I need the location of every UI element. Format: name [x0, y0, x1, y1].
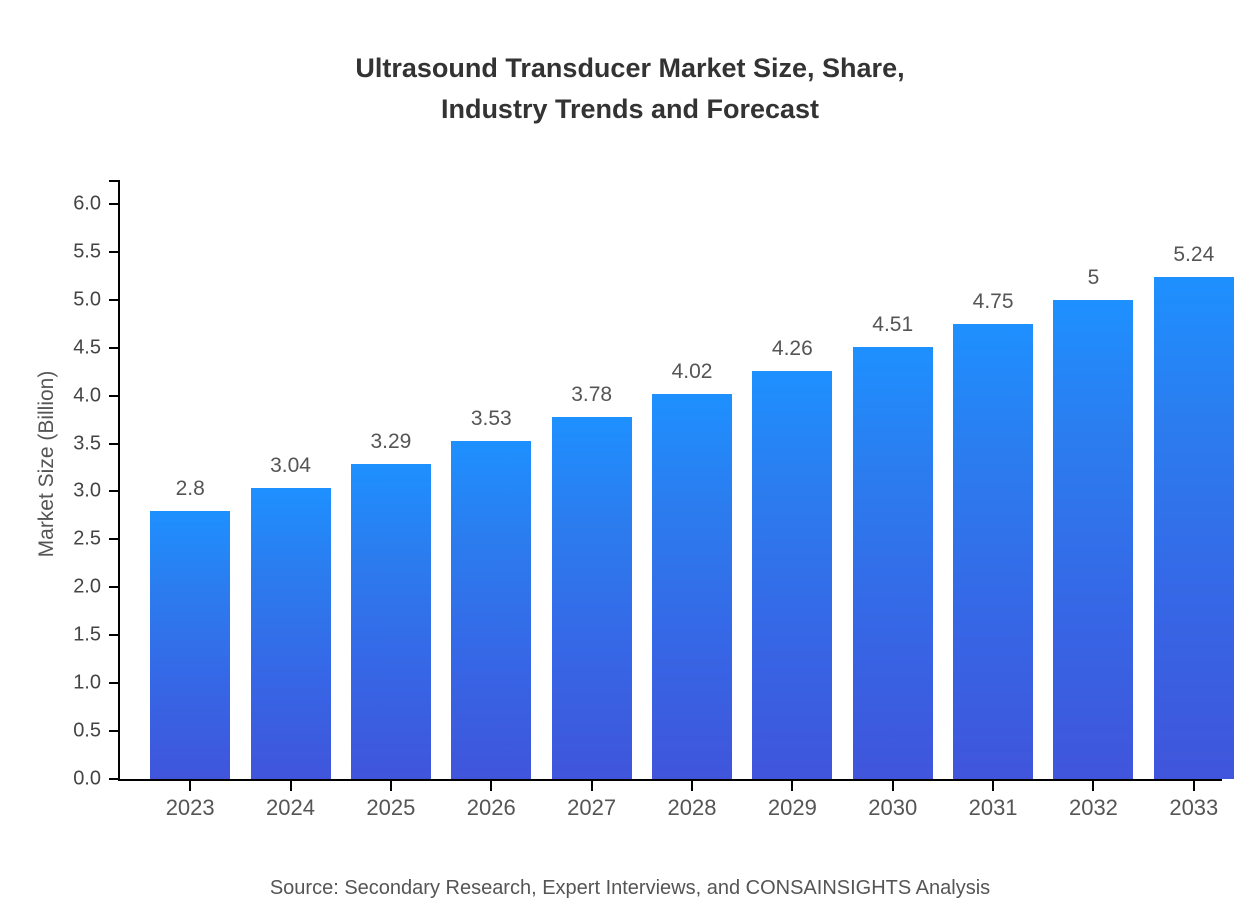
- x-tick: [992, 781, 995, 791]
- x-tick-label: 2023: [165, 795, 215, 820]
- bar[interactable]: [150, 510, 231, 779]
- x-tick: [891, 781, 894, 791]
- bar-value-label: 5.24: [1173, 242, 1215, 266]
- y-tick: 2.5: [73, 528, 118, 550]
- x-tick-label: 2026: [466, 795, 516, 820]
- y-tick: 5.5: [73, 240, 118, 262]
- bar-value-label: 3.04: [270, 453, 311, 477]
- y-tick: 3.5: [73, 432, 118, 454]
- bar-value-label: 3.53: [470, 406, 512, 430]
- x-tick-label: 2029: [767, 795, 817, 820]
- y-tick: 1.5: [73, 624, 118, 646]
- y-tick: 2.0: [73, 576, 118, 598]
- y-tick-label: 0.5: [73, 719, 101, 742]
- chart-title: Ultrasound Transducer Market Size, Share…: [0, 48, 1260, 130]
- bar-value-label: 2.8: [175, 476, 205, 500]
- y-tick-label: 5.0: [73, 288, 101, 311]
- y-tick-label: 2.5: [73, 527, 101, 550]
- bar[interactable]: [1153, 276, 1234, 779]
- bar[interactable]: [350, 463, 431, 779]
- x-tick-label: 2031: [968, 795, 1018, 820]
- y-axis-line: [118, 180, 120, 781]
- x-tick: [389, 781, 392, 791]
- x-tick: [490, 781, 493, 791]
- y-tick: 6.0: [73, 192, 118, 214]
- y-tick: 4.0: [73, 384, 118, 406]
- y-tick: 3.0: [73, 480, 118, 502]
- bar-value-label: 4.75: [972, 289, 1014, 313]
- y-tick: 5.0: [73, 288, 118, 310]
- bar[interactable]: [1053, 299, 1134, 779]
- bar-value-label: 3.78: [571, 382, 613, 406]
- bar[interactable]: [652, 393, 732, 779]
- plot-area: 0.0 0.5 1.0 1.5 2.0 2.5 3.0 3.5 4.0 4.5 5.0 5.5 6.0 …: [73, 180, 1234, 820]
- bar[interactable]: [752, 370, 833, 779]
- y-tick: 1.0: [73, 672, 118, 694]
- bar[interactable]: [451, 440, 532, 779]
- y-tick-label: 3.5: [73, 432, 101, 455]
- y-axis-top-cap: [109, 180, 120, 182]
- y-tick: 0.0: [73, 768, 118, 790]
- y-tick: 0.5: [73, 720, 118, 742]
- y-tick-label: 3.0: [73, 479, 101, 502]
- x-tick: [1192, 781, 1195, 791]
- y-axis-title: Market Size (Billion): [35, 370, 58, 558]
- bar-value-label: 3.29: [370, 429, 412, 453]
- x-tick-label: 2025: [366, 795, 416, 820]
- x-tick-label: 2028: [667, 795, 717, 820]
- bar-value-label: 4.51: [872, 312, 914, 336]
- x-tick: [590, 781, 593, 791]
- y-tick-label: 6.0: [73, 192, 101, 215]
- y-tick: 4.5: [73, 336, 118, 358]
- bar-value-label: 5: [1087, 265, 1100, 289]
- y-tick-label: 2.0: [73, 575, 101, 598]
- y-tick-label: 5.5: [73, 240, 101, 263]
- x-tick-label: 2024: [266, 795, 316, 820]
- x-tick-label: 2027: [567, 795, 617, 820]
- bar-value-label: 4.26: [771, 336, 813, 360]
- x-tick-label: 2033: [1169, 795, 1219, 820]
- y-tick-label: 1.5: [73, 623, 101, 646]
- x-tick: [691, 781, 693, 791]
- bar[interactable]: [953, 323, 1034, 779]
- x-tick: [189, 781, 192, 791]
- source-note: Source: Secondary Research, Expert Inter…: [269, 877, 991, 899]
- y-tick-label: 1.0: [73, 671, 101, 694]
- x-tick-label: 2030: [868, 795, 918, 820]
- y-tick-label: 4.0: [73, 384, 101, 407]
- x-axis-line: [118, 779, 1222, 781]
- x-tick: [791, 781, 794, 791]
- x-tick: [1092, 781, 1095, 791]
- chart-title-line-1: Ultrasound Transducer Market Size, Share…: [355, 53, 905, 83]
- bar[interactable]: [250, 487, 331, 779]
- bar-value-label: 4.02: [671, 359, 713, 383]
- x-tick: [289, 781, 292, 791]
- y-tick-label: 4.5: [73, 336, 101, 359]
- bar[interactable]: [852, 346, 933, 779]
- chart-title-line-2: Industry Trends and Forecast: [440, 94, 820, 124]
- bar[interactable]: [551, 416, 632, 779]
- x-tick-label: 2032: [1068, 795, 1118, 820]
- y-tick-label: 0.0: [73, 767, 101, 790]
